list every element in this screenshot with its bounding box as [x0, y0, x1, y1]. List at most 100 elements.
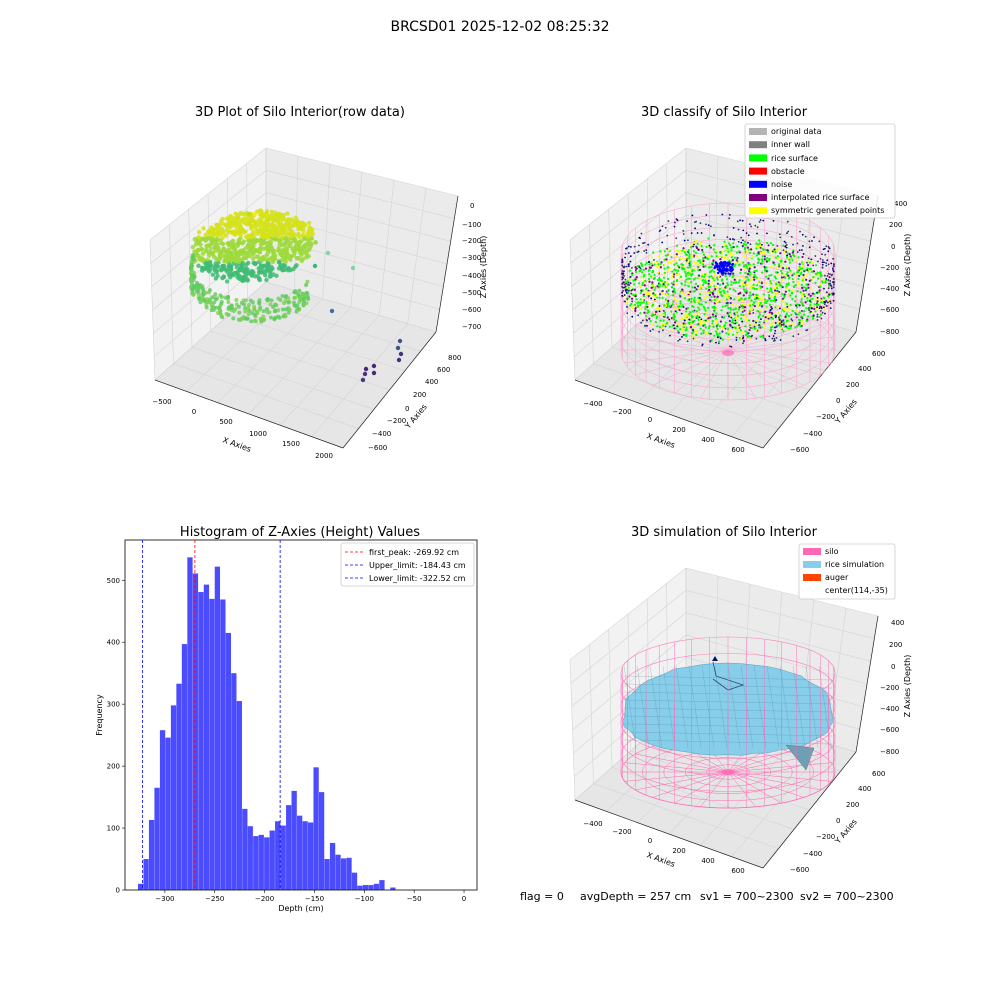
- histogram-bar: [340, 858, 347, 890]
- classified-point: [650, 260, 653, 263]
- classified-point: [797, 280, 800, 283]
- classified-point: [702, 305, 705, 308]
- inner-wall-point: [772, 220, 775, 222]
- inner-wall-point: [647, 295, 650, 298]
- classified-point: [777, 320, 780, 324]
- classified-point: [809, 286, 812, 289]
- classified-point: [659, 262, 663, 265]
- classified-point: [769, 242, 773, 245]
- inner-wall-point: [784, 245, 787, 247]
- classified-point: [684, 313, 687, 316]
- inner-wall-point: [682, 333, 685, 336]
- classified-point: [731, 253, 734, 256]
- classified-point: [698, 268, 702, 272]
- classify-x-label: X Axies: [645, 431, 676, 450]
- classified-point: [623, 283, 626, 286]
- inner-wall-point: [738, 324, 740, 327]
- inner-wall-point: [831, 293, 834, 296]
- classified-point: [791, 258, 794, 262]
- classified-point: [764, 306, 767, 309]
- classified-point: [753, 295, 757, 298]
- classified-point: [766, 249, 769, 252]
- classified-point: [763, 250, 766, 253]
- classified-point: [719, 320, 722, 323]
- classified-point: [769, 322, 772, 325]
- histogram-bar: [302, 821, 308, 890]
- inner-wall-point: [662, 329, 664, 332]
- classified-point: [687, 321, 690, 324]
- classified-point: [757, 300, 760, 303]
- silo-floor-spoke: [727, 771, 832, 782]
- raw-point: [395, 345, 401, 351]
- classified-point: [755, 244, 759, 248]
- classified-point: [742, 294, 745, 297]
- inner-wall-point: [626, 289, 629, 291]
- inner-wall-point: [749, 223, 751, 226]
- classified-point: [702, 332, 705, 335]
- raw-point: [245, 278, 251, 283]
- inner-wall-point: [673, 225, 676, 228]
- legend-frame: [798, 543, 896, 600]
- raw-point: [271, 304, 276, 309]
- classified-point: [700, 245, 703, 248]
- classified-point: [782, 244, 785, 247]
- noise-point: [731, 263, 734, 267]
- classified-point: [753, 269, 757, 273]
- raw-point: [228, 266, 233, 272]
- inner-wall-point: [801, 325, 803, 327]
- classified-point: [811, 292, 814, 295]
- classified-point: [634, 270, 638, 273]
- inner-wall-point: [774, 326, 776, 329]
- classified-point: [673, 287, 676, 291]
- classified-point: [732, 288, 735, 291]
- classified-point: [749, 302, 752, 305]
- raw-point: [189, 269, 194, 274]
- raw-point: [236, 220, 242, 225]
- inner-wall-point: [830, 287, 833, 290]
- classified-point: [777, 324, 781, 327]
- classified-point: [747, 319, 751, 322]
- classified-point: [718, 283, 722, 286]
- classified-point: [699, 327, 702, 330]
- noise-point: [714, 261, 718, 264]
- classified-point: [679, 249, 682, 252]
- silo-floor-spoke: [727, 349, 832, 364]
- raw-point: [280, 307, 285, 312]
- classified-point: [639, 291, 643, 294]
- inner-wall-point: [627, 265, 630, 268]
- raw-point: [219, 241, 225, 246]
- raw-point: [223, 249, 228, 254]
- inner-wall-point: [808, 246, 811, 249]
- raw-x-label: X Axies: [221, 435, 252, 454]
- gridline: [574, 281, 687, 381]
- classified-point: [663, 304, 666, 307]
- classified-point: [691, 310, 695, 313]
- raw-point: [282, 301, 287, 306]
- classified-point: [787, 327, 790, 330]
- classified-point: [786, 252, 789, 255]
- z-tick: −200: [880, 684, 899, 692]
- raw-point: [196, 235, 202, 240]
- classified-point: [725, 245, 728, 248]
- legend-label: original data: [771, 127, 822, 136]
- inner-wall-point: [648, 261, 651, 263]
- classified-point: [788, 323, 791, 326]
- classified-point: [704, 277, 707, 280]
- classified-point: [655, 264, 658, 268]
- inner-wall-point: [768, 335, 771, 338]
- raw-point: [226, 257, 231, 262]
- classified-point: [691, 321, 694, 324]
- classified-point: [705, 281, 708, 285]
- classified-point: [725, 301, 728, 305]
- raw-point: [250, 256, 256, 261]
- classified-point: [804, 301, 807, 304]
- inner-wall-point: [773, 248, 776, 251]
- legend-label: interpolated rice surface: [771, 193, 869, 202]
- raw-y-ticks: −600 −400 −200 0 200 400 600 800: [368, 354, 461, 452]
- classified-point: [773, 295, 777, 298]
- classified-point: [740, 331, 744, 334]
- classified-point: [721, 282, 725, 285]
- classified-point: [757, 302, 761, 305]
- classified-point: [654, 295, 657, 299]
